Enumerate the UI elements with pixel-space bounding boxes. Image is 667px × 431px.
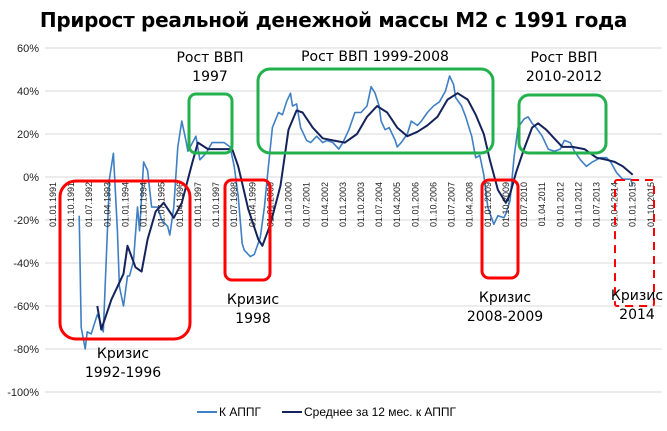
x-tick-label: 01.10.2003 bbox=[356, 182, 366, 227]
y-tick-label: -80% bbox=[13, 344, 39, 356]
annotation-line: 2014 bbox=[619, 307, 655, 323]
x-tick-label: 01.04.1993 bbox=[102, 182, 112, 227]
y-tick-label: 60% bbox=[17, 43, 39, 55]
annotation-line: 1998 bbox=[235, 311, 271, 327]
box-growth-1997 bbox=[187, 92, 234, 155]
y-tick-label: -100% bbox=[7, 387, 39, 399]
x-tick-label: 01.01.1997 bbox=[193, 182, 203, 227]
box-growth-2010-2012 bbox=[517, 93, 608, 155]
x-tick-label: 01.04.2005 bbox=[392, 182, 402, 227]
x-tick-label: 01.04.1999 bbox=[247, 182, 257, 227]
x-tick-label: 01.04.2011 bbox=[537, 182, 547, 226]
x-tick-label: 01.07.2004 bbox=[374, 182, 384, 227]
x-tick-label: 01.04.1996 bbox=[175, 182, 185, 227]
series-line-average bbox=[96, 92, 634, 331]
x-tick-label: 01.07.2007 bbox=[447, 182, 457, 227]
y-tick-label: 20% bbox=[17, 129, 39, 141]
annotation-line: Кризис bbox=[226, 292, 280, 308]
x-tick-label: 01.01.2015 bbox=[628, 182, 638, 227]
series-line-k-appg bbox=[78, 75, 634, 350]
x-tick-label: 01.01.2006 bbox=[410, 182, 420, 227]
x-tick-label: 01.04.2002 bbox=[320, 182, 330, 227]
x-tick-label: 01.10.1991 bbox=[66, 182, 76, 227]
annotation-line: 1992-1996 bbox=[84, 365, 162, 381]
annotation-line: Рост ВВП bbox=[530, 50, 598, 66]
y-tick-label: -60% bbox=[13, 301, 39, 313]
legend-item-k-appg: К АППГ bbox=[197, 405, 261, 419]
annotation-line: Рост ВВП bbox=[176, 50, 244, 66]
x-tick-label: 01.10.2006 bbox=[428, 182, 438, 227]
x-tick-label: 01.01.1991 bbox=[48, 182, 58, 227]
x-tick-label: 01.10.2012 bbox=[573, 182, 583, 227]
annotation-line: Кризис bbox=[610, 288, 664, 304]
annotation-line: Рост ВВП 1999-2008 bbox=[301, 49, 449, 65]
annotation-line: 1997 bbox=[192, 69, 228, 85]
legend-swatch bbox=[282, 411, 302, 413]
annotation-growth-1997: Рост ВВП 1997 bbox=[176, 49, 243, 87]
legend-item-average: Среднее за 12 мес. к АППГ bbox=[282, 405, 456, 419]
x-tick-label: 01.10.2009 bbox=[501, 182, 511, 227]
x-tick-label: 01.01.1994 bbox=[120, 182, 130, 227]
x-tick-label: 01.07.1992 bbox=[84, 182, 94, 227]
annotation-boxes bbox=[58, 67, 655, 341]
box-crisis-1992-1996 bbox=[58, 179, 192, 341]
legend-swatch bbox=[197, 411, 217, 413]
series-lines bbox=[78, 75, 634, 350]
legend-label: К АППГ bbox=[219, 405, 261, 419]
x-tick-label: 01.04.2008 bbox=[465, 182, 475, 227]
y-tick-label: -20% bbox=[13, 215, 39, 227]
annotation-crisis-1992-1996: Кризис 1992-1996 bbox=[85, 345, 161, 383]
annotation-line: 2010-2012 bbox=[525, 69, 603, 85]
annotation-line: Кризис bbox=[478, 290, 532, 306]
annotation-line: Кризис bbox=[96, 346, 150, 362]
annotation-line: 2008-2009 bbox=[466, 309, 544, 325]
box-crisis-2008-2009 bbox=[480, 178, 520, 280]
annotation-crisis-2008-2009: Кризис 2008-2009 bbox=[467, 289, 543, 327]
x-tick-label: 01.07.2001 bbox=[302, 182, 312, 227]
x-tick-label: 01.01.2012 bbox=[555, 182, 565, 227]
y-tick-label: -40% bbox=[13, 258, 39, 270]
box-crisis-2014 bbox=[614, 179, 655, 307]
x-tick-label: 01.10.2015 bbox=[646, 182, 656, 227]
annotation-growth-2010-2012: Рост ВВП 2010-2012 bbox=[526, 49, 602, 87]
annotation-growth-1999-2008: Рост ВВП 1999-2008 bbox=[301, 48, 449, 67]
legend-label: Среднее за 12 мес. к АППГ bbox=[304, 405, 457, 419]
x-tick-label: 01.10.2000 bbox=[284, 182, 294, 227]
box-crisis-1998 bbox=[223, 178, 272, 282]
x-tick-label: 01.10.1997 bbox=[211, 182, 221, 227]
x-tick-label: 01.07.2010 bbox=[519, 182, 529, 227]
y-tick-label: 0% bbox=[23, 172, 39, 184]
x-tick-label: 01.01.2003 bbox=[338, 182, 348, 227]
chart-title: Прирост реальной денежной массы М2 с 199… bbox=[39, 8, 628, 32]
x-tick-label: 01.10.1994 bbox=[139, 182, 149, 227]
box-growth-1999-2008 bbox=[256, 67, 495, 155]
x-tick-label: 01.07.1998 bbox=[229, 182, 239, 227]
x-tick-label: 01.07.2013 bbox=[592, 182, 602, 227]
y-tick-label: 40% bbox=[17, 86, 39, 98]
annotation-crisis-2014: Кризис 2014 bbox=[611, 287, 663, 325]
y-axis-labels: 60% 40% 20% 0% -20% -40% -60% -80% -100% bbox=[7, 43, 39, 399]
x-axis-labels: 01.01.1991 01.10.1991 01.07.1992 01.04.1993… bbox=[48, 182, 656, 227]
x-tick-label: 01.07.1995 bbox=[157, 182, 167, 227]
x-tick-label: 01.01.2009 bbox=[483, 182, 493, 227]
annotation-crisis-1998: Кризис 1998 bbox=[227, 291, 279, 329]
